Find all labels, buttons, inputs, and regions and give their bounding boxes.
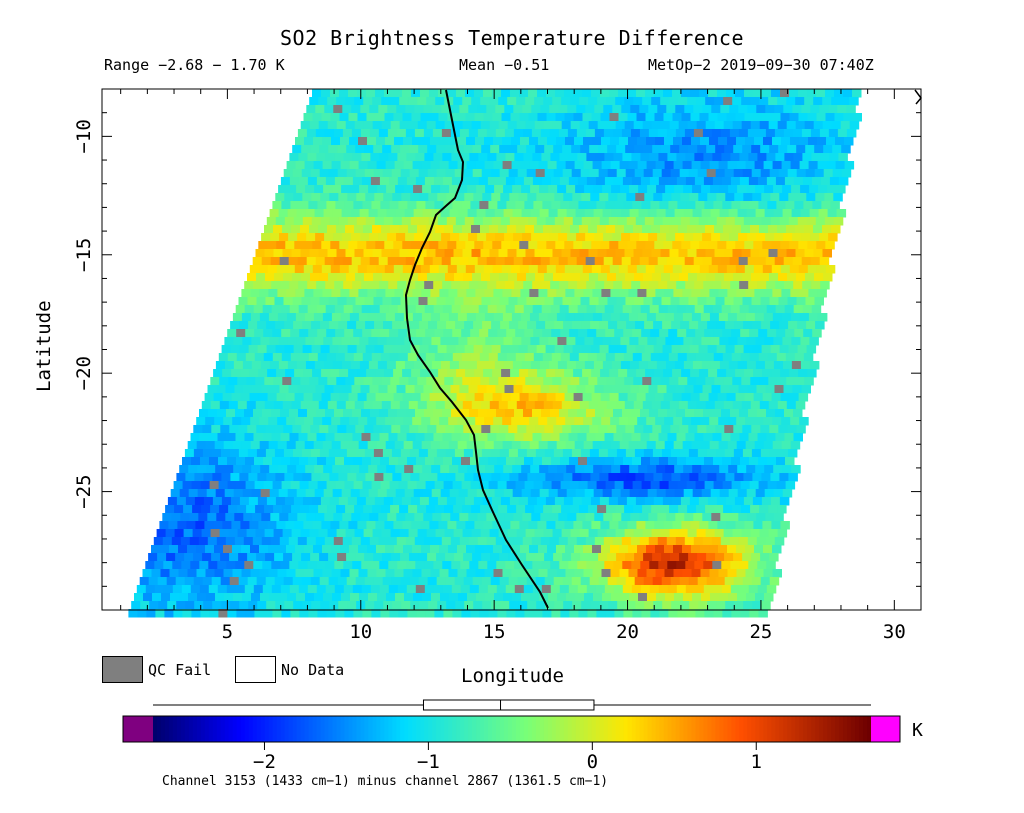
coastline (404, 89, 549, 609)
x-tick-label: 5 (222, 621, 233, 643)
y-axis-label: Latitude (33, 300, 55, 392)
colorbar-under (123, 716, 153, 742)
y-tick-label: −20 (73, 356, 95, 390)
colorbar-unit: K (912, 720, 923, 741)
y-tick-label: −15 (73, 238, 95, 272)
colorbar-tick-label: 1 (751, 751, 762, 773)
colorbar-note: Channel 3153 (1433 cm−1) minus channel 2… (162, 774, 609, 789)
qc-fail-label: QC Fail (148, 661, 212, 679)
no-data-label: No Data (281, 661, 345, 679)
data-swath (128, 89, 862, 618)
range-text: Range −2.68 − 1.70 K (104, 56, 285, 74)
x-axis-label: Longitude (461, 665, 564, 687)
x-tick-label: 30 (883, 621, 906, 643)
x-tick-label: 15 (483, 621, 506, 643)
colorbar-over (871, 716, 900, 742)
colorbar: −2 −1 0 1 (122, 699, 901, 773)
box-iqr (422, 699, 595, 711)
coastline-east (914, 89, 922, 105)
chart-title: SO2 Brightness Temperature Difference (279, 26, 745, 50)
y-tick-label: −25 (73, 474, 95, 508)
no-data-swatch (235, 656, 276, 683)
qc-fail-swatch (102, 656, 143, 683)
axes: 5 10 15 20 25 30 −10 −15 −20 −25 (73, 89, 921, 643)
satellite-time-text: MetOp−2 2019−09−30 07:40Z (648, 56, 874, 74)
x-tick-label: 20 (616, 621, 639, 643)
colorbar-tick-label: −2 (253, 751, 276, 773)
x-tick-label: 25 (749, 621, 772, 643)
x-tick-label: 10 (349, 621, 372, 643)
y-tick-label: −10 (73, 119, 95, 153)
colorbar-tick-label: −1 (417, 751, 440, 773)
mean-text: Mean −0.51 (459, 56, 550, 74)
colorbar-tick-label: 0 (587, 751, 598, 773)
